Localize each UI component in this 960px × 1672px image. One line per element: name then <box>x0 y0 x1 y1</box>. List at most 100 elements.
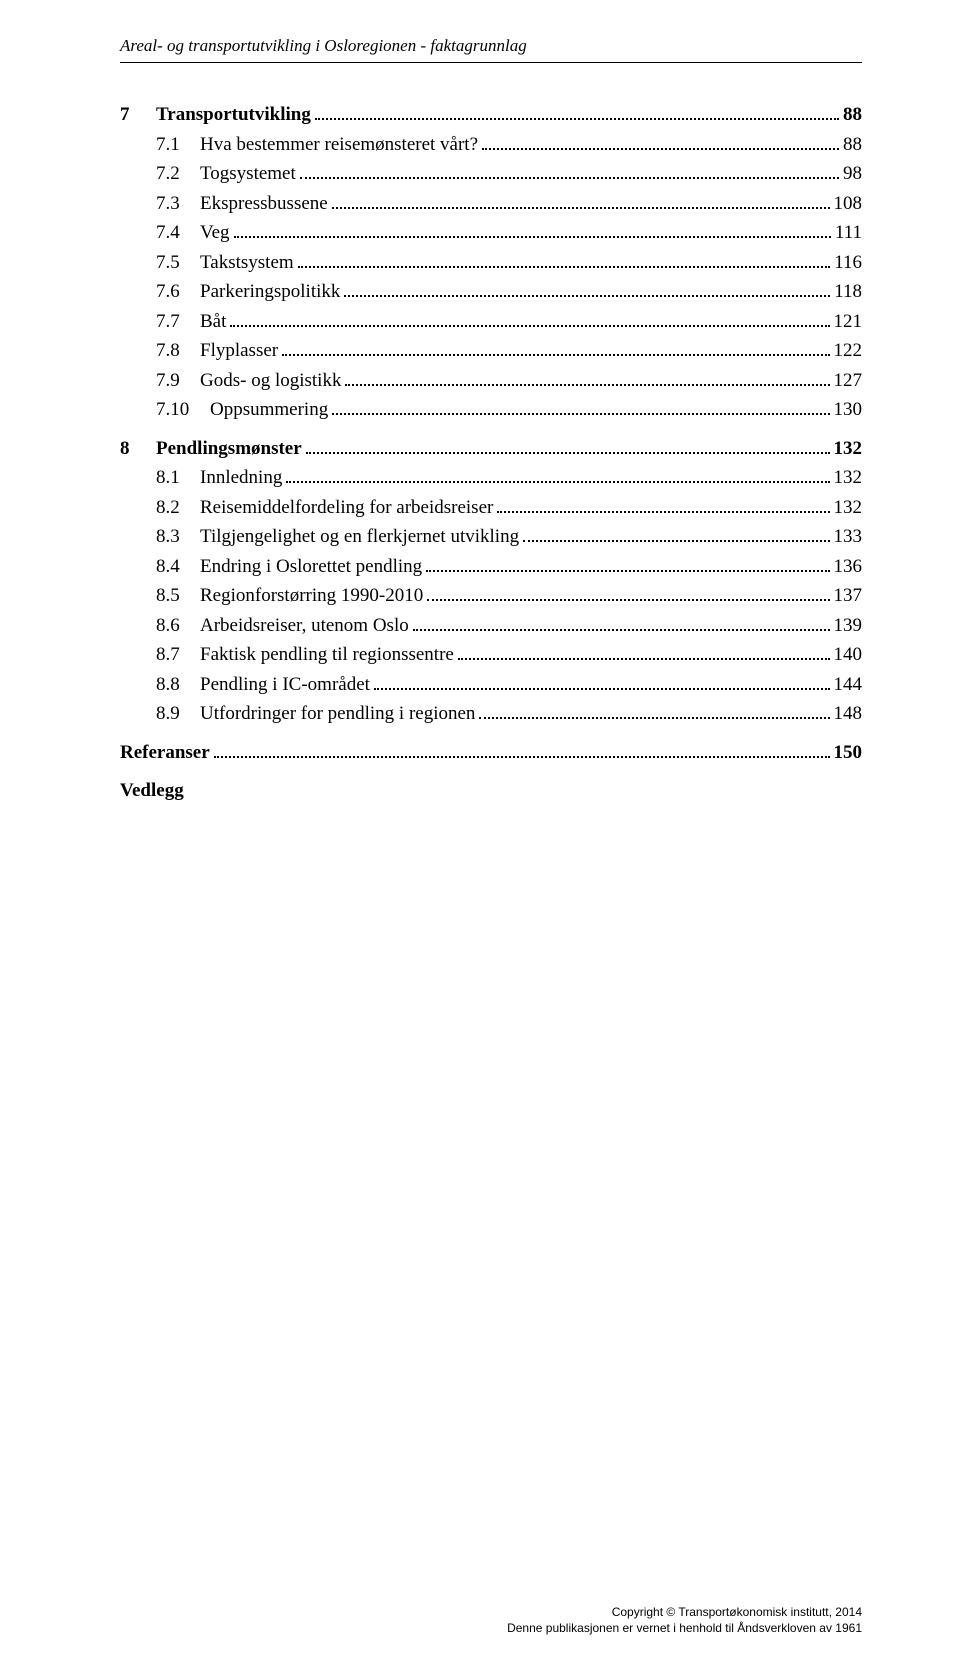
toc-label: Vedlegg <box>120 777 184 806</box>
toc-sub-label: Veg <box>200 219 230 248</box>
toc-vedlegg: Vedlegg <box>120 777 862 806</box>
toc-entry-7-4: 7.4 Veg 111 <box>120 219 862 248</box>
toc-leader <box>497 511 829 513</box>
toc-leader <box>374 688 830 690</box>
toc-sub-label: Togsystemet <box>200 160 296 189</box>
toc-sub-number: 7.2 <box>156 160 200 189</box>
toc-sub-number: 7.10 <box>156 396 210 425</box>
toc-sub-label: Regionforstørring 1990-2010 <box>200 582 423 611</box>
toc-referanser: Referanser 150 <box>120 739 862 768</box>
toc-leader <box>482 148 839 150</box>
toc-section-label: Transportutvikling <box>156 101 311 130</box>
toc-page: 121 <box>834 308 863 337</box>
toc-page: 133 <box>834 523 863 552</box>
toc-entry-7-2: 7.2 Togsystemet 98 <box>120 160 862 189</box>
toc-sub-number: 8.7 <box>156 641 200 670</box>
table-of-contents: 7 Transportutvikling 88 7.1 Hva bestemme… <box>120 101 862 806</box>
toc-entry-8-4: 8.4 Endring i Oslorettet pendling 136 <box>120 553 862 582</box>
toc-entry-7-9: 7.9 Gods- og logistikk 127 <box>120 367 862 396</box>
toc-leader <box>479 717 829 719</box>
toc-sub-number: 8.2 <box>156 494 200 523</box>
toc-entry-7-7: 7.7 Båt 121 <box>120 308 862 337</box>
toc-page: 127 <box>834 367 863 396</box>
toc-sub-number: 8.5 <box>156 582 200 611</box>
toc-page: 140 <box>834 641 863 670</box>
toc-entry-8-5: 8.5 Regionforstørring 1990-2010 137 <box>120 582 862 611</box>
toc-page: 111 <box>835 219 862 248</box>
toc-sub-number: 7.6 <box>156 278 200 307</box>
toc-sub-label: Ekspressbussene <box>200 190 328 219</box>
toc-entry-8-6: 8.6 Arbeidsreiser, utenom Oslo 139 <box>120 612 862 641</box>
toc-sub-label: Oppsummering <box>210 396 328 425</box>
toc-sub-number: 8.6 <box>156 612 200 641</box>
toc-page: 122 <box>834 337 863 366</box>
running-header: Areal- og transportutvikling i Osloregio… <box>120 36 862 56</box>
toc-entry-7-3: 7.3 Ekspressbussene 108 <box>120 190 862 219</box>
toc-entry-7-8: 7.8 Flyplasser 122 <box>120 337 862 366</box>
toc-sub-number: 8.1 <box>156 464 200 493</box>
toc-section-label: Pendlingsmønster <box>156 435 302 464</box>
page-footer: Copyright © Transportøkonomisk institutt… <box>507 1604 862 1636</box>
toc-entry-8-1: 8.1 Innledning 132 <box>120 464 862 493</box>
toc-leader <box>234 236 831 238</box>
toc-sub-label: Pendling i IC-området <box>200 671 370 700</box>
toc-entry-7-1: 7.1 Hva bestemmer reisemønsteret vårt? 8… <box>120 131 862 160</box>
toc-page: 132 <box>834 435 863 464</box>
toc-page: 137 <box>834 582 863 611</box>
toc-section-7: 7 Transportutvikling 88 <box>120 101 862 130</box>
toc-entry-8-8: 8.8 Pendling i IC-området 144 <box>120 671 862 700</box>
toc-sub-number: 7.3 <box>156 190 200 219</box>
toc-page: 139 <box>834 612 863 641</box>
toc-page: 98 <box>843 160 862 189</box>
header-rule <box>120 62 862 63</box>
toc-sub-number: 7.4 <box>156 219 200 248</box>
toc-section-number: 8 <box>120 435 156 464</box>
toc-sub-label: Flyplasser <box>200 337 278 366</box>
toc-leader <box>282 354 829 356</box>
toc-page: 144 <box>834 671 863 700</box>
toc-sub-number: 8.8 <box>156 671 200 700</box>
toc-sub-label: Reisemiddelfordeling for arbeidsreiser <box>200 494 493 523</box>
toc-sub-label: Båt <box>200 308 226 337</box>
toc-page: 118 <box>834 278 862 307</box>
toc-leader <box>286 481 829 483</box>
toc-leader <box>315 118 839 120</box>
toc-leader <box>426 570 829 572</box>
toc-section-8: 8 Pendlingsmønster 132 <box>120 435 862 464</box>
toc-leader <box>523 540 829 542</box>
toc-sub-number: 7.5 <box>156 249 200 278</box>
toc-page: 108 <box>834 190 863 219</box>
toc-leader <box>300 177 839 179</box>
copyright-subline: Denne publikasjonen er vernet i henhold … <box>507 1620 862 1636</box>
toc-leader <box>332 207 830 209</box>
toc-page: 132 <box>834 494 863 523</box>
toc-sub-number: 7.1 <box>156 131 200 160</box>
toc-leader <box>306 452 830 454</box>
toc-sub-label: Takstsystem <box>200 249 294 278</box>
toc-sub-number: 8.9 <box>156 700 200 729</box>
toc-sub-label: Faktisk pendling til regionssentre <box>200 641 454 670</box>
toc-leader <box>298 266 831 268</box>
toc-page: 136 <box>834 553 863 582</box>
toc-entry-8-7: 8.7 Faktisk pendling til regionssentre 1… <box>120 641 862 670</box>
toc-page: 88 <box>843 131 862 160</box>
toc-sub-label: Utfordringer for pendling i regionen <box>200 700 475 729</box>
toc-page: 148 <box>834 700 863 729</box>
toc-entry-7-6: 7.6 Parkeringspolitikk 118 <box>120 278 862 307</box>
toc-sub-label: Hva bestemmer reisemønsteret vårt? <box>200 131 478 160</box>
toc-leader <box>458 658 830 660</box>
toc-sub-label: Gods- og logistikk <box>200 367 341 396</box>
toc-sub-number: 7.8 <box>156 337 200 366</box>
toc-entry-8-2: 8.2 Reisemiddelfordeling for arbeidsreis… <box>120 494 862 523</box>
toc-sub-number: 7.7 <box>156 308 200 337</box>
toc-sub-number: 8.4 <box>156 553 200 582</box>
toc-entry-7-10: 7.10 Oppsummering 130 <box>120 396 862 425</box>
toc-page: 150 <box>834 739 863 768</box>
toc-sub-label: Innledning <box>200 464 282 493</box>
toc-leader <box>427 599 829 601</box>
toc-section-number: 7 <box>120 101 156 130</box>
toc-sub-label: Arbeidsreiser, utenom Oslo <box>200 612 409 641</box>
toc-entry-8-9: 8.9 Utfordringer for pendling i regionen… <box>120 700 862 729</box>
toc-leader <box>344 295 830 297</box>
toc-sub-number: 7.9 <box>156 367 200 396</box>
